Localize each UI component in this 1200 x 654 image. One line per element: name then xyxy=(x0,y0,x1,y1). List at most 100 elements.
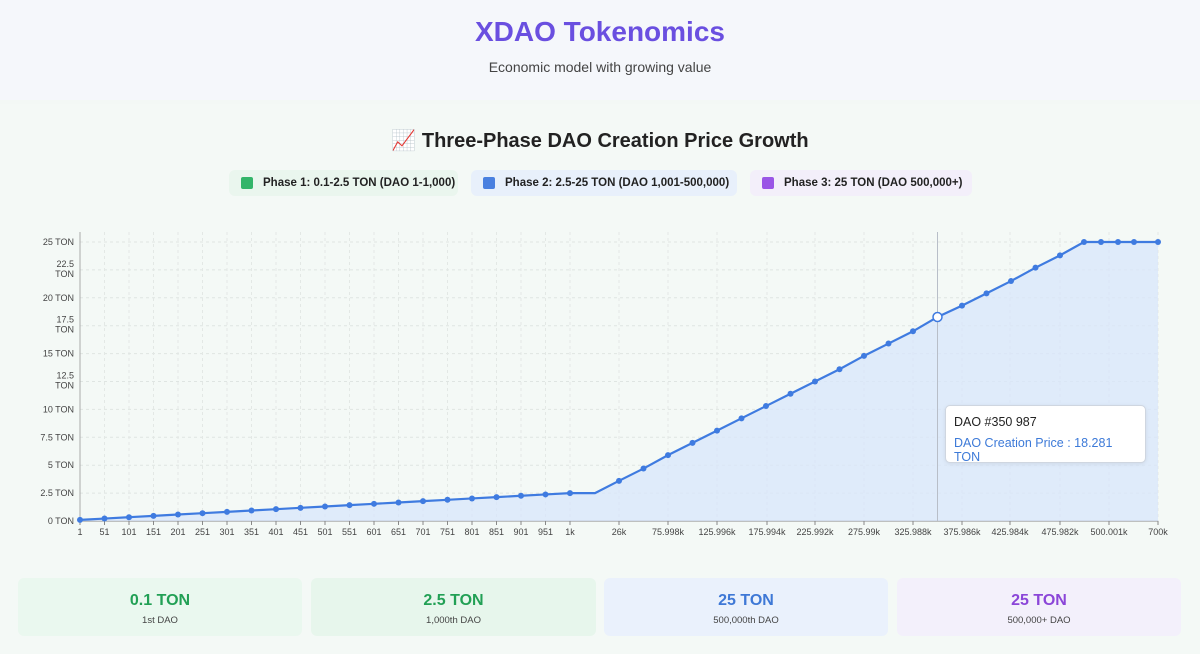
data-point[interactable] xyxy=(689,439,696,446)
x-tick-label: 75.998k xyxy=(652,527,685,537)
data-point[interactable] xyxy=(640,465,647,472)
stat-card-500000-plus-dao: 25 TON 500,000+ DAO xyxy=(897,578,1181,636)
data-points xyxy=(77,239,1161,523)
stat-label: 500,000+ DAO xyxy=(1007,615,1071,626)
data-point[interactable] xyxy=(787,390,794,397)
x-tick-label: 125.996k xyxy=(698,527,736,537)
data-point[interactable] xyxy=(812,378,818,385)
page-subtitle: Economic model with growing value xyxy=(488,59,712,75)
y-tick-label-unit: TON xyxy=(55,325,74,335)
y-tick-label: 22.5 xyxy=(56,259,74,269)
data-point[interactable] xyxy=(1155,239,1161,245)
hovered-data-point[interactable] xyxy=(932,311,943,323)
stat-label: 1st DAO xyxy=(142,615,178,626)
data-point[interactable] xyxy=(616,477,622,484)
x-tick-label: 500.001k xyxy=(1090,527,1128,537)
data-point[interactable] xyxy=(371,500,377,507)
data-point[interactable] xyxy=(1008,278,1014,285)
y-tick-label: 10 TON xyxy=(43,404,74,414)
y-tick-label: 2.5 TON xyxy=(40,488,74,498)
data-point[interactable] xyxy=(126,514,132,521)
x-tick-label: 101 xyxy=(121,527,136,537)
stat-card-500000th-dao: 25 TON 500,000th DAO xyxy=(604,578,888,636)
data-point[interactable] xyxy=(469,495,475,502)
x-tick-label: 26k xyxy=(612,527,627,537)
legend-item-phase-1[interactable]: Phase 1: 0.1-2.5 TON (DAO 1-1,000) xyxy=(229,170,458,196)
data-point[interactable] xyxy=(395,499,402,506)
data-point[interactable] xyxy=(738,415,745,422)
data-point[interactable] xyxy=(420,498,426,505)
y-tick-label-unit: TON xyxy=(55,381,74,391)
y-tick-label: 25 TON xyxy=(43,237,74,247)
y-tick-label: 0 TON xyxy=(48,516,74,526)
x-tick-label: 601 xyxy=(366,527,381,537)
x-tick-label: 375.986k xyxy=(943,527,981,537)
data-point[interactable] xyxy=(885,340,892,347)
data-point[interactable] xyxy=(224,508,230,515)
data-point[interactable] xyxy=(1032,264,1039,271)
data-point[interactable] xyxy=(1081,239,1087,245)
data-point[interactable] xyxy=(175,511,181,518)
x-tick-label: 175.994k xyxy=(748,527,786,537)
price-line xyxy=(79,240,1158,521)
x-tick-label: 901 xyxy=(513,527,528,537)
data-point[interactable] xyxy=(444,496,451,503)
y-tick-label-unit: TON xyxy=(55,269,74,279)
data-point[interactable] xyxy=(665,452,671,459)
x-tick-label: 275.99k xyxy=(848,527,881,537)
stat-card-first-dao: 0.1 TON 1st DAO xyxy=(18,578,302,636)
x-tick-label: 651 xyxy=(391,527,406,537)
data-point[interactable] xyxy=(77,516,83,523)
data-point[interactable] xyxy=(150,512,157,519)
tooltip-value: DAO Creation Price : 18.281 TON xyxy=(954,436,1113,464)
stat-value: 0.1 TON xyxy=(129,592,191,609)
y-tick-label: 17.5 xyxy=(56,315,74,325)
data-point[interactable] xyxy=(1115,239,1121,245)
data-point[interactable] xyxy=(983,290,990,297)
data-point[interactable] xyxy=(273,506,279,513)
x-tick-label: 801 xyxy=(464,527,479,537)
data-point[interactable] xyxy=(322,503,328,510)
data-point[interactable] xyxy=(101,515,108,522)
data-point[interactable] xyxy=(714,427,720,434)
stat-value: 25 TON xyxy=(1011,592,1067,609)
data-point[interactable] xyxy=(518,492,524,499)
x-tick-label: 1k xyxy=(565,527,575,537)
x-tick-label: 401 xyxy=(268,527,283,537)
data-point[interactable] xyxy=(1057,252,1063,259)
x-tick-label: 700k xyxy=(1148,527,1168,537)
data-point[interactable] xyxy=(542,491,549,498)
data-point[interactable] xyxy=(1131,239,1137,245)
legend-label: Phase 1: 0.1-2.5 TON (DAO 1-1,000) xyxy=(263,177,456,189)
stat-value: 25 TON xyxy=(718,592,774,609)
x-tick-label: 151 xyxy=(146,527,161,537)
y-tick-label: 7.5 TON xyxy=(40,432,74,442)
legend-item-phase-2[interactable]: Phase 2: 2.5-25 TON (DAO 1,001-500,000) xyxy=(471,170,737,196)
data-point[interactable] xyxy=(199,510,206,517)
x-tick-label: 425.984k xyxy=(991,527,1029,537)
y-tick-label: 5 TON xyxy=(48,460,74,470)
data-point[interactable] xyxy=(297,504,304,511)
data-point[interactable] xyxy=(763,403,769,410)
x-tick-label: 1 xyxy=(77,527,82,537)
data-point[interactable] xyxy=(1098,239,1104,245)
data-point[interactable] xyxy=(493,494,500,501)
data-point[interactable] xyxy=(910,328,916,335)
data-point[interactable] xyxy=(248,507,255,514)
legend-label: Phase 3: 25 TON (DAO 500,000+) xyxy=(784,177,963,189)
page-title: XDAO Tokenomics xyxy=(475,16,725,47)
stat-label: 500,000th DAO xyxy=(713,615,779,626)
data-point[interactable] xyxy=(567,490,573,497)
y-tick-label: 12.5 xyxy=(56,371,74,381)
chart-tooltip: DAO #350 987 DAO Creation Price : 18.281… xyxy=(945,405,1146,464)
data-point[interactable] xyxy=(346,502,353,509)
x-tick-label: 951 xyxy=(538,527,553,537)
data-point[interactable] xyxy=(861,352,867,359)
legend-item-phase-3[interactable]: Phase 3: 25 TON (DAO 500,000+) xyxy=(750,170,972,196)
data-point[interactable] xyxy=(959,302,965,309)
page-header: XDAO Tokenomics Economic model with grow… xyxy=(0,0,1200,100)
x-tick-label: 701 xyxy=(415,527,430,537)
data-point[interactable] xyxy=(836,366,843,373)
